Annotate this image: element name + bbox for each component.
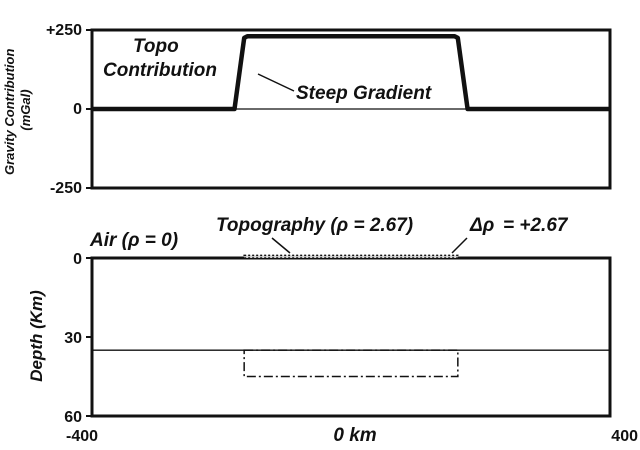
- delta-rho-symbol: Δρ: [469, 215, 494, 236]
- topo-contribution-label-line1: Topo: [133, 36, 179, 57]
- steep-gradient-label: Steep Gradient: [296, 83, 432, 104]
- depth-x-ticks: -400 400: [66, 428, 638, 445]
- air-label: Air (ρ = 0): [89, 230, 178, 251]
- gravity-y-ticks: +250 0 -250: [46, 22, 92, 197]
- steep-gradient-leader: [257, 73, 295, 92]
- topo-contribution-label-line2: Contribution: [103, 60, 217, 81]
- depth-panel-frame: [90, 256, 612, 418]
- depth-x-tick-label: 400: [611, 428, 638, 445]
- topography-leader: [271, 237, 291, 254]
- depth-y-ticks: 0 30 60: [64, 251, 92, 426]
- gravity-y-tick-label: -250: [50, 180, 82, 197]
- depth-y-label: Depth (Km): [27, 290, 46, 382]
- depth-x-tick-label: -400: [66, 428, 98, 445]
- gravity-y-label-line1: Gravity Contribution: [2, 49, 17, 175]
- gravity-y-label: Gravity Contribution (mGal): [2, 45, 33, 175]
- topography-label: Topography (ρ = 2.67): [216, 215, 413, 236]
- depth-y-tick-label: 60: [64, 409, 82, 426]
- gravity-y-tick-label: +250: [46, 22, 82, 39]
- gravity-y-label-line2: (mGal): [18, 89, 33, 130]
- topography-block: [243, 254, 459, 259]
- root-box: [243, 349, 459, 378]
- depth-x-label: 0 km: [333, 425, 376, 446]
- delta-rho-leader: [451, 237, 468, 254]
- depth-y-tick-label: 0: [73, 251, 82, 268]
- gravity-y-tick-label: 0: [73, 101, 82, 118]
- gravity-curve: [92, 34, 610, 112]
- delta-rho-value: = +2.67: [503, 215, 569, 236]
- depth-y-tick-label: 30: [64, 330, 82, 347]
